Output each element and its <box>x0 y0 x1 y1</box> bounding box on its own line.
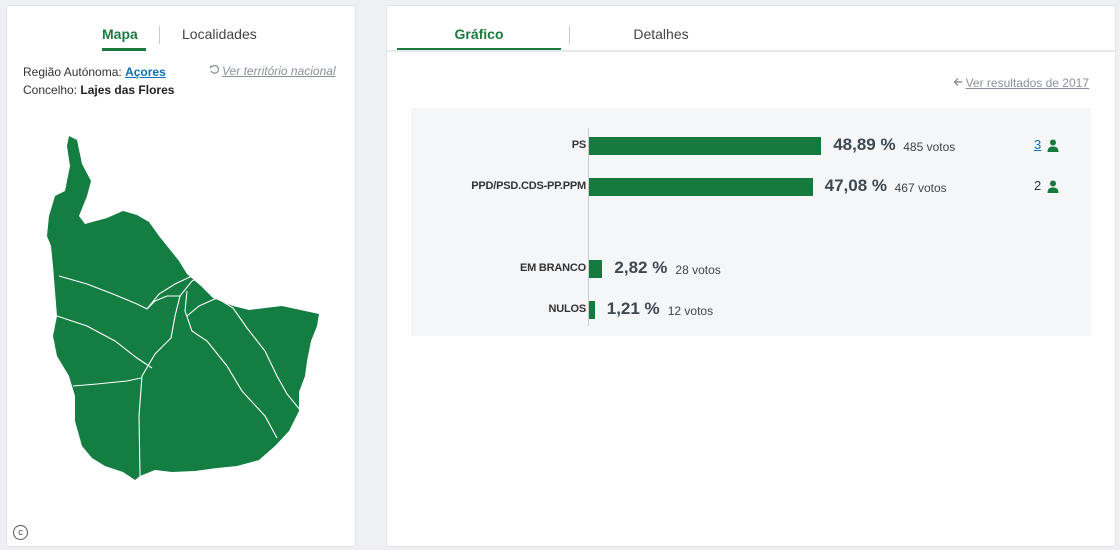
result-row-ppd-psd: PPD/PSD.CDS-PP.PPM 47,08 % 467 votos 2 <box>411 176 1091 198</box>
result-row-ps: PS 48,89 % 485 votos 3 <box>411 135 1091 157</box>
other-label: EM BRANCO <box>519 262 586 274</box>
result-bar <box>589 301 595 319</box>
tabs-baseline <box>387 50 1115 52</box>
result-bar <box>589 178 813 196</box>
percent-label: 48,89 % <box>833 135 896 154</box>
percent-label: 2,82 % <box>614 258 668 277</box>
seats-count: 2 <box>1034 178 1059 194</box>
active-tab-indicator <box>102 48 146 51</box>
result-bar <box>589 260 603 278</box>
party-label: PPD/PSD.CDS-PP.PPM <box>471 180 586 192</box>
person-icon <box>1047 139 1059 153</box>
votes-label: 467 votos <box>894 181 947 195</box>
concelho-map <box>47 136 319 480</box>
tab-mapa[interactable]: Mapa <box>102 26 138 42</box>
concelho-value: Lajes das Flores <box>80 83 175 97</box>
regiao-label: Região Autónoma: <box>23 65 122 79</box>
map-tabs: Mapa Localidades <box>7 26 355 56</box>
percent-label: 47,08 % <box>824 176 888 195</box>
votes-label: 485 votos <box>903 140 956 154</box>
votes-label: 28 votos <box>675 263 721 277</box>
arrow-left-icon <box>953 76 963 90</box>
results-chart: PS 48,89 % 485 votos 3 PPD/PSD.CDS-PP.PP… <box>411 108 1091 336</box>
person-icon <box>1047 180 1059 194</box>
map-panel: Mapa Localidades Região Autónoma: Açores… <box>6 5 356 547</box>
concelho-label: Concelho: <box>23 83 78 97</box>
copyright-icon: c <box>13 525 28 540</box>
chart-axis <box>588 128 589 326</box>
ver-territorio-nacional-label: Ver território nacional <box>222 64 336 78</box>
concelho-row: Concelho: Lajes das Flores <box>23 83 174 97</box>
regiao-row: Região Autónoma: Açores <box>23 65 166 79</box>
ver-resultados-2017-link[interactable]: Ver resultados de 2017 <box>953 76 1089 90</box>
result-row-nulos: NULOS 1,21 % 12 votos <box>411 299 1091 321</box>
active-tab-indicator <box>397 48 561 51</box>
undo-icon <box>209 64 220 78</box>
seats-number: 2 <box>1034 178 1042 193</box>
results-panel: Gráfico Detalhes Ver resultados de 2017 … <box>386 5 1116 547</box>
ver-resultados-2017-label: Ver resultados de 2017 <box>965 76 1089 90</box>
seats-count: 3 <box>1034 137 1059 153</box>
percent-label: 1,21 % <box>606 299 660 318</box>
tab-divider <box>569 26 570 44</box>
other-label: NULOS <box>548 303 586 315</box>
regiao-link[interactable]: Açores <box>125 65 166 79</box>
tab-grafico[interactable]: Gráfico <box>454 26 504 42</box>
map-borders <box>56 272 302 477</box>
tab-detalhes[interactable]: Detalhes <box>633 26 689 42</box>
tab-localidades[interactable]: Localidades <box>182 26 257 42</box>
result-row-em-branco: EM BRANCO 2,82 % 28 votos <box>411 258 1091 280</box>
votes-label: 12 votos <box>667 304 714 318</box>
result-bar <box>589 137 822 155</box>
ver-territorio-nacional-link[interactable]: Ver território nacional <box>209 64 336 78</box>
map-parishes[interactable] <box>47 136 319 480</box>
party-label: PS <box>571 139 586 151</box>
tab-divider <box>159 26 160 44</box>
seats-link[interactable]: 3 <box>1034 137 1042 152</box>
